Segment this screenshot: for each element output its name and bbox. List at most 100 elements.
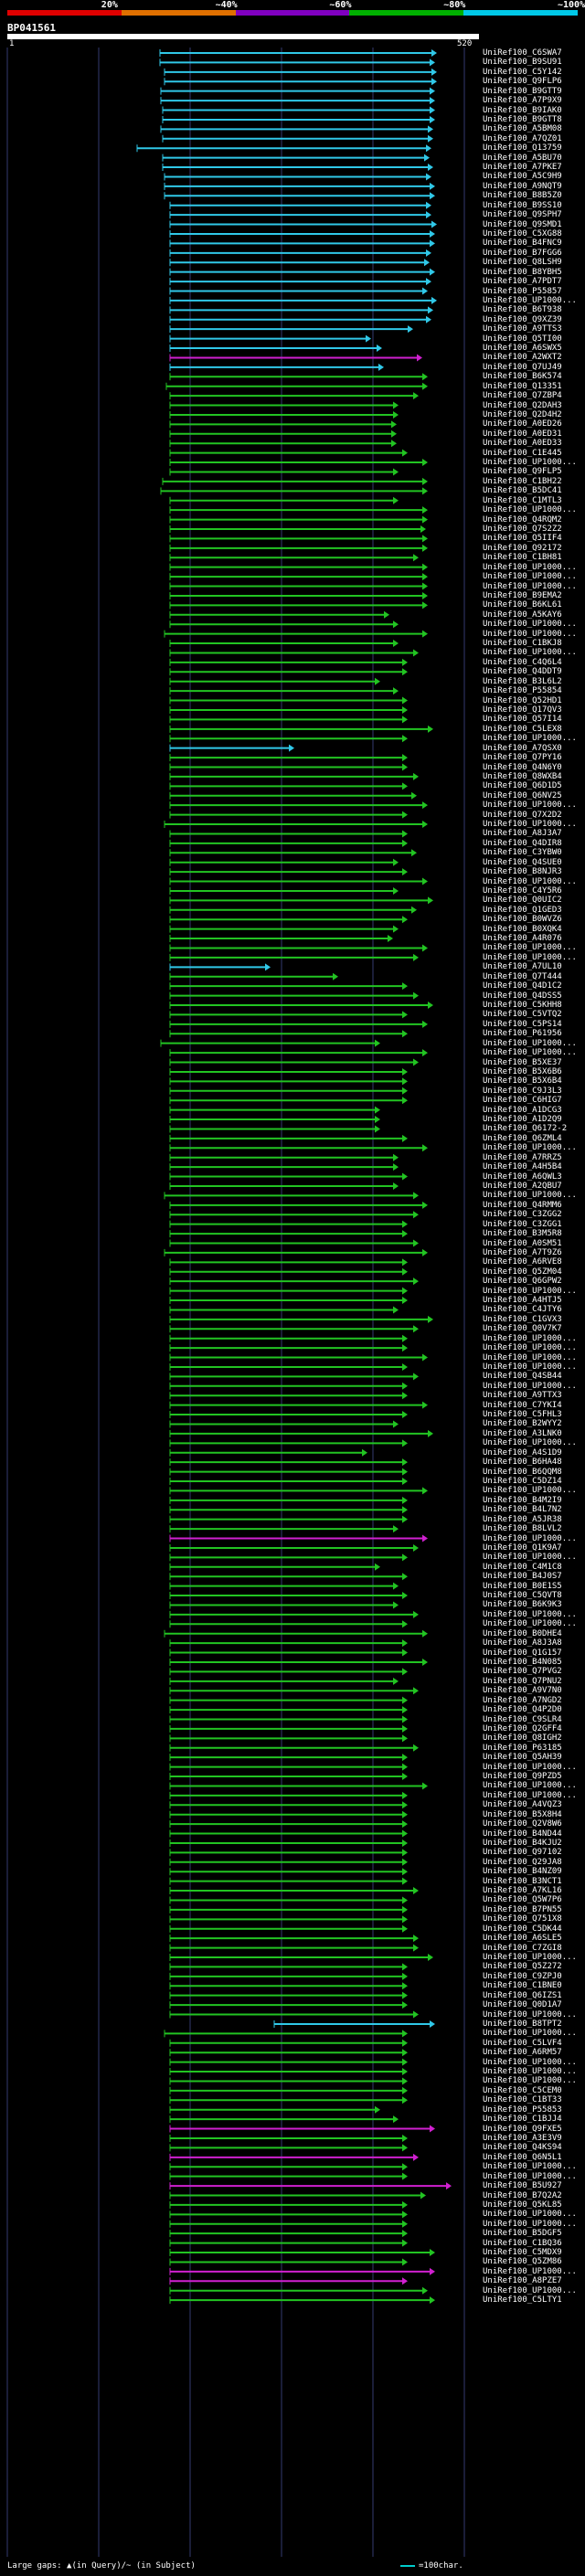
hit-label[interactable]: UniRef100_UP1000...	[483, 1781, 577, 1791]
hit-label[interactable]: UniRef100_B0XQK4	[483, 924, 562, 934]
hit-label[interactable]: UniRef100_Q5ZM86	[483, 2257, 562, 2267]
hit-label[interactable]: UniRef100_C1E445	[483, 448, 562, 458]
hit-label[interactable]: UniRef100_Q7PNU2	[483, 1676, 562, 1686]
hit-label[interactable]: UniRef100_C4JTY6	[483, 1305, 562, 1315]
hit-label[interactable]: UniRef100_Q1G157	[483, 1648, 562, 1658]
hit-label[interactable]: UniRef100_B4KJU2	[483, 1838, 562, 1848]
hit-label[interactable]: UniRef100_Q4KS94	[483, 2143, 562, 2153]
hit-label[interactable]: UniRef100_A0SM51	[483, 1238, 562, 1248]
hit-label[interactable]: UniRef100_Q7ZBP4	[483, 391, 562, 401]
hit-label[interactable]: UniRef100_UP1000...	[483, 1143, 577, 1153]
hit-label[interactable]: UniRef100_C5Y142	[483, 67, 562, 77]
hit-label[interactable]: UniRef100_UP1000...	[483, 562, 577, 572]
hit-label[interactable]: UniRef100_C5KHH8	[483, 1001, 562, 1010]
hit-label[interactable]: UniRef100_C1BH81	[483, 553, 562, 563]
hit-label[interactable]: UniRef100_Q92172	[483, 543, 562, 553]
hit-label[interactable]: UniRef100_UP1000...	[483, 1553, 577, 1563]
hit-label[interactable]: UniRef100_P63185	[483, 1743, 562, 1753]
hit-label[interactable]: UniRef100_C5CEM0	[483, 2085, 562, 2095]
hit-label[interactable]: UniRef100_B5XE37	[483, 1057, 562, 1067]
hit-label[interactable]: UniRef100_B6K9K3	[483, 1600, 562, 1610]
hit-label[interactable]: UniRef100_Q751X8	[483, 1914, 562, 1924]
hit-label[interactable]: UniRef100_B0DHE4	[483, 1628, 562, 1638]
hit-label[interactable]: UniRef100_UP1000...	[483, 458, 577, 468]
hit-label[interactable]: UniRef100_Q4DDT9	[483, 667, 562, 677]
hit-label[interactable]: UniRef100_Q7PY16	[483, 753, 562, 763]
hit-label[interactable]: UniRef100_Q0V7K7	[483, 1324, 562, 1334]
hit-label[interactable]: UniRef100_Q5W7P6	[483, 1895, 562, 1905]
hit-label[interactable]: UniRef100_Q4RQM2	[483, 514, 562, 525]
hit-label[interactable]: UniRef100_UP1000...	[483, 2219, 577, 2229]
hit-label[interactable]: UniRef100_B4NZ09	[483, 1867, 562, 1877]
hit-label[interactable]: UniRef100_Q5ZM04	[483, 1267, 562, 1277]
hit-label[interactable]: UniRef100_B5DC41	[483, 486, 562, 496]
hit-label[interactable]: UniRef100_C5LTY1	[483, 2295, 562, 2306]
hit-label[interactable]: UniRef100_P61956	[483, 1029, 562, 1039]
hit-label[interactable]: UniRef100_A6SWX5	[483, 344, 562, 354]
hit-label[interactable]: UniRef100_C5DK44	[483, 1924, 562, 1934]
hit-label[interactable]: UniRef100_C5VTQ2	[483, 1010, 562, 1020]
hit-label[interactable]: UniRef100_A5KAY6	[483, 610, 562, 620]
hit-label[interactable]: UniRef100_UP1000...	[483, 648, 577, 658]
hit-label[interactable]: UniRef100_A9NQT9	[483, 181, 562, 191]
hit-label[interactable]: UniRef100_Q6ZML4	[483, 1133, 562, 1143]
hit-label[interactable]: UniRef100_Q5TI00	[483, 334, 562, 344]
hit-label[interactable]: UniRef100_A8PZE7	[483, 2276, 562, 2286]
hit-label[interactable]: UniRef100_UP1000...	[483, 952, 577, 962]
hit-label[interactable]: UniRef100_Q5AH39	[483, 1753, 562, 1763]
hit-label[interactable]: UniRef100_UP1000...	[483, 1790, 577, 1800]
hit-label[interactable]: UniRef100_Q4D1C2	[483, 981, 562, 991]
hit-label[interactable]: UniRef100_Q6NV25	[483, 790, 562, 800]
hit-label[interactable]: UniRef100_A1D2Q9	[483, 1115, 562, 1125]
hit-label[interactable]: UniRef100_B5X6B6	[483, 1066, 562, 1076]
hit-label[interactable]: UniRef100_B6QQM8	[483, 1467, 562, 1477]
hit-label[interactable]: UniRef100_A7PKE7	[483, 163, 562, 173]
hit-label[interactable]: UniRef100_Q4P2D0	[483, 1705, 562, 1715]
hit-label[interactable]: UniRef100_UP1000...	[483, 2171, 577, 2181]
hit-label[interactable]: UniRef100_Q5KL85	[483, 2200, 562, 2210]
hit-label[interactable]: UniRef100_C1BQ36	[483, 2238, 562, 2248]
hit-label[interactable]: UniRef100_UP1000...	[483, 1048, 577, 1058]
hit-label[interactable]: UniRef100_A8J3A8	[483, 1638, 562, 1648]
hit-label[interactable]: UniRef100_A4HTJ5	[483, 1296, 562, 1306]
hit-label[interactable]: UniRef100_A4H5B4	[483, 1162, 562, 1172]
hit-label[interactable]: UniRef100_Q4N6Y0	[483, 762, 562, 772]
hit-label[interactable]: UniRef100_UP1000...	[483, 876, 577, 886]
hit-label[interactable]: UniRef100_A7RRZ5	[483, 1152, 562, 1162]
hit-label[interactable]: UniRef100_UP1000...	[483, 734, 577, 744]
hit-label[interactable]: UniRef100_A7KL16	[483, 1886, 562, 1896]
hit-label[interactable]: UniRef100_Q4SB44	[483, 1372, 562, 1382]
hit-label[interactable]: UniRef100_Q2D4H2	[483, 409, 562, 419]
hit-label[interactable]: UniRef100_B9IAK0	[483, 105, 562, 115]
hit-label[interactable]: UniRef100_A3E3V9	[483, 2133, 562, 2143]
hit-label[interactable]: UniRef100_A4R076	[483, 934, 562, 944]
hit-label[interactable]: UniRef100_Q5Z272	[483, 1962, 562, 1972]
hit-label[interactable]: UniRef100_B7PN55	[483, 1904, 562, 1914]
hit-label[interactable]: UniRef100_P55857	[483, 286, 562, 296]
hit-label[interactable]: UniRef100_C5FHL3	[483, 1410, 562, 1420]
hit-label[interactable]: UniRef100_Q57I14	[483, 715, 562, 725]
hit-label[interactable]: UniRef100_UP1000...	[483, 1438, 577, 1448]
hit-label[interactable]: UniRef100_A5C9H9	[483, 172, 562, 182]
hit-label[interactable]: UniRef100_A7P9X9	[483, 96, 562, 106]
hit-label[interactable]: UniRef100_A7QZ01	[483, 133, 562, 143]
hit-label[interactable]: UniRef100_UP1000...	[483, 629, 577, 639]
hit-label[interactable]: UniRef100_B4J0S7	[483, 1572, 562, 1582]
hit-label[interactable]: UniRef100_B4M2I9	[483, 1495, 562, 1505]
hit-label[interactable]: UniRef100_C1BT33	[483, 2095, 562, 2105]
hit-label[interactable]: UniRef100_Q4SUE0	[483, 857, 562, 867]
hit-label[interactable]: UniRef100_C3YBW0	[483, 848, 562, 858]
hit-label[interactable]: UniRef100_A2QBU7	[483, 1181, 562, 1191]
hit-label[interactable]: UniRef100_A7QSX0	[483, 743, 562, 753]
hit-label[interactable]: UniRef100_Q9SMD1	[483, 219, 562, 229]
hit-label[interactable]: UniRef100_C1MTL3	[483, 495, 562, 505]
hit-label[interactable]: UniRef100_UP1000...	[483, 1343, 577, 1353]
hit-label[interactable]: UniRef100_C3ZGG1	[483, 1219, 562, 1229]
hit-label[interactable]: UniRef100_Q97102	[483, 1848, 562, 1858]
hit-label[interactable]: UniRef100_B6KL61	[483, 600, 562, 610]
hit-label[interactable]: UniRef100_B3L6L2	[483, 676, 562, 686]
hit-label[interactable]: UniRef100_B8NJR3	[483, 867, 562, 877]
hit-label[interactable]: UniRef100_UP1000...	[483, 2266, 577, 2276]
hit-label[interactable]: UniRef100_A0ED26	[483, 419, 562, 429]
hit-label[interactable]: UniRef100_UP1000...	[483, 1333, 577, 1343]
